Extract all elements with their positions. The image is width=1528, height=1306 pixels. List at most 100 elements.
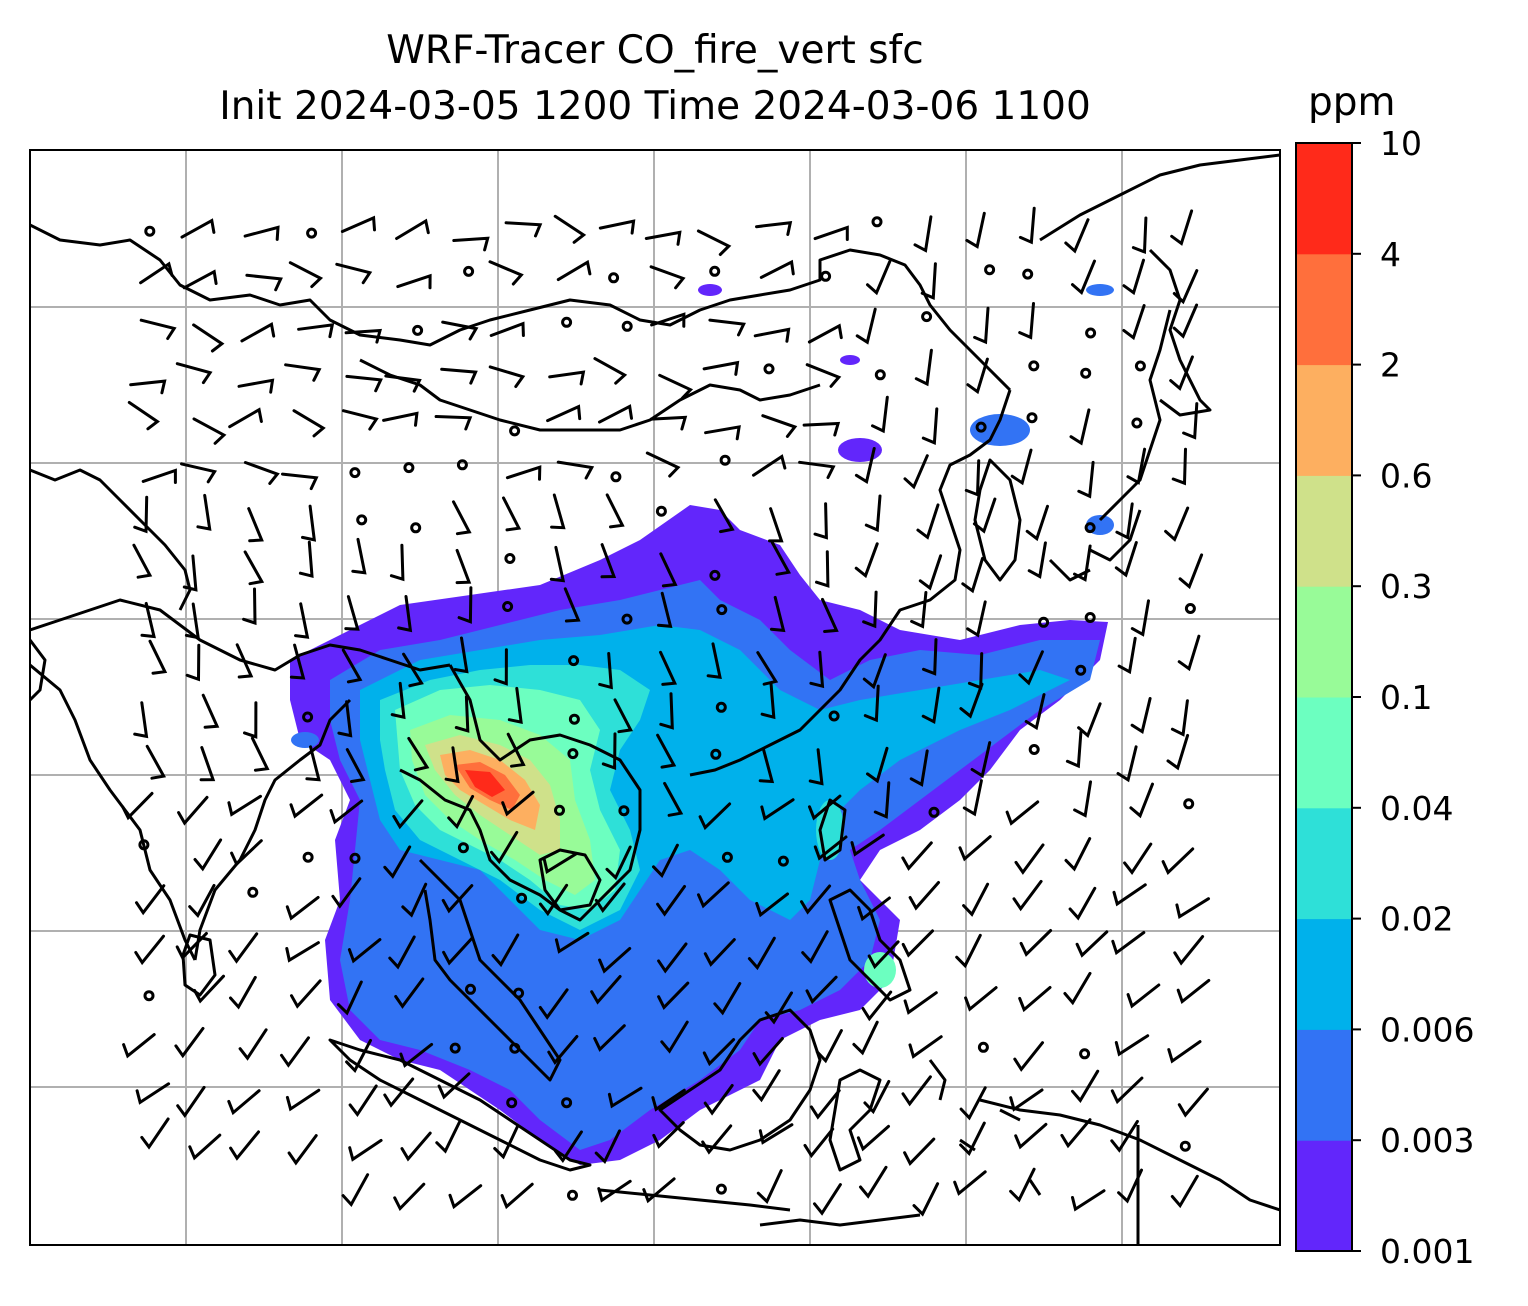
wind-barb	[288, 261, 324, 289]
wind-barb	[546, 404, 582, 423]
calm-wind-marker	[928, 806, 940, 818]
wind-barb	[285, 941, 320, 963]
india-coastline	[30, 639, 217, 997]
wind-barb	[652, 843, 679, 879]
wind-barb	[590, 975, 622, 1005]
wind-barb	[1130, 599, 1150, 637]
wind-barb	[1111, 931, 1146, 956]
wind-barb	[871, 395, 889, 434]
wind-barb	[389, 543, 405, 582]
wind-barb	[554, 931, 590, 954]
wind-barb	[1064, 218, 1090, 254]
wind-barb	[1012, 879, 1043, 912]
wind-barb	[247, 507, 264, 543]
wind-barb	[652, 1121, 685, 1149]
calm-wind-marker	[719, 454, 731, 466]
wind-barb	[912, 1182, 940, 1217]
wind-barb	[243, 461, 280, 485]
calm-wind-marker	[1026, 412, 1038, 424]
java	[599, 1188, 921, 1227]
wind-barb	[850, 833, 885, 857]
wind-barb	[1117, 1168, 1143, 1204]
calm-wind-marker	[1038, 616, 1050, 628]
calm-wind-marker	[561, 1097, 573, 1109]
wind-barb	[959, 1086, 987, 1121]
calm-wind-marker	[1079, 1048, 1091, 1060]
wind-barb	[801, 930, 829, 964]
wind-barb	[1131, 216, 1148, 255]
wind-barb	[453, 636, 469, 674]
colorbar-segment	[1296, 586, 1352, 698]
wind-barb	[488, 260, 524, 286]
wind-barb	[922, 638, 938, 676]
wind-barb	[292, 409, 326, 438]
wind-barb	[1071, 1189, 1106, 1212]
wind-barb	[447, 794, 475, 830]
wind-barb	[916, 503, 940, 540]
calm-wind-marker	[655, 505, 667, 517]
wind-barb	[493, 1124, 520, 1160]
wind-barb	[393, 1182, 426, 1212]
wind-barb	[1060, 1118, 1092, 1149]
wind-barb	[1077, 460, 1095, 499]
calm-wind-marker	[1075, 664, 1087, 676]
wind-barb	[813, 502, 828, 540]
wind-barb	[547, 1035, 579, 1065]
wind-barb	[174, 1026, 205, 1059]
wind-barb	[235, 643, 254, 679]
wind-barb	[395, 218, 430, 240]
calm-wind-marker	[567, 1189, 578, 1201]
wind-barb	[1129, 782, 1154, 819]
wind-barb	[245, 273, 283, 292]
wind-barb	[538, 988, 569, 1020]
calm-wind-marker	[1085, 327, 1097, 339]
calm-wind-marker	[568, 655, 580, 667]
wind-barb	[193, 974, 225, 1004]
calm-wind-marker	[410, 522, 422, 534]
calm-wind-marker	[1022, 268, 1034, 280]
wind-barb	[593, 357, 628, 385]
wind-barb	[659, 692, 674, 730]
wind-barb	[601, 732, 617, 771]
calm-wind-marker	[984, 264, 996, 276]
calm-wind-marker	[618, 805, 630, 817]
wind-barb	[660, 1020, 689, 1054]
wind-barb	[698, 802, 732, 831]
wind-barb	[657, 591, 673, 628]
wind-barb	[1170, 699, 1189, 737]
wind-barb	[1122, 304, 1146, 341]
wind-barb	[713, 982, 742, 1016]
wind-barb	[1164, 506, 1190, 542]
wind-barb	[903, 454, 929, 490]
plot-title-line2: Init 2024-03-05 1200 Time 2024-03-06 110…	[219, 84, 1091, 129]
calm-wind-marker	[554, 804, 565, 816]
calm-wind-marker	[610, 471, 622, 483]
calm-wind-marker	[403, 462, 415, 474]
wind-barb	[966, 357, 989, 395]
wind-barb	[605, 493, 625, 529]
wind-barb	[852, 1020, 879, 1056]
wind-barb	[180, 462, 217, 484]
wind-barb	[1018, 302, 1035, 340]
calm-wind-marker	[502, 601, 514, 612]
wind-barb	[964, 986, 998, 1012]
wind-barb	[959, 1121, 986, 1157]
calm-wind-marker	[608, 272, 620, 284]
wind-barb	[815, 550, 830, 588]
wind-barb	[856, 1124, 890, 1152]
wind-barb	[437, 1072, 471, 1100]
wind-barb	[594, 882, 626, 913]
wind-barb	[1073, 544, 1092, 582]
calm-wind-marker	[306, 227, 318, 239]
wind-barb	[553, 1130, 583, 1163]
wind-barb	[1169, 355, 1194, 391]
wind-barb	[813, 835, 848, 861]
wind-barb	[345, 1038, 372, 1074]
wind-barb	[768, 507, 784, 543]
wind-barb	[770, 541, 792, 576]
calm-wind-marker	[349, 852, 361, 864]
wind-barb	[1013, 1041, 1044, 1072]
wind-barb	[507, 686, 523, 724]
wind-barb	[1126, 983, 1161, 1009]
wind-barb	[770, 595, 786, 633]
